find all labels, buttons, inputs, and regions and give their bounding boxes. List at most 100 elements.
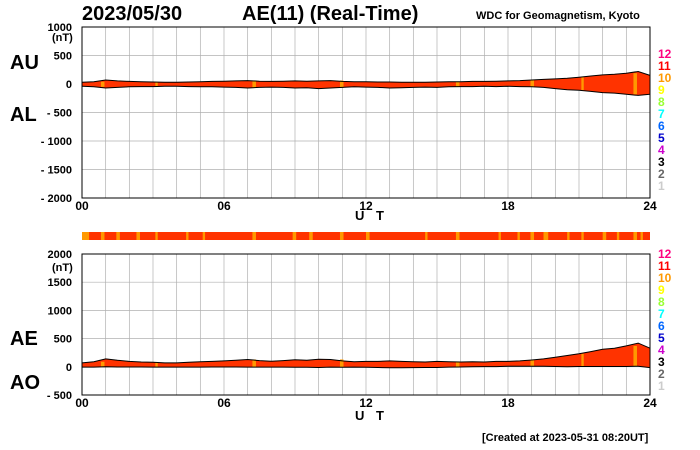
scale-key-level: 1 xyxy=(658,379,665,393)
scale-key-level: 3 xyxy=(658,355,665,369)
ao-label: AO xyxy=(10,372,40,394)
coverage-marker xyxy=(252,232,256,240)
series-highlight-stripe xyxy=(155,82,158,87)
series-line-au xyxy=(81,70,651,83)
scale-key-level: 2 xyxy=(658,367,665,381)
scale-key-level: 10 xyxy=(658,271,672,285)
scale-key-level: 10 xyxy=(658,71,672,85)
scale-key-level: 9 xyxy=(658,83,665,97)
coverage-marker xyxy=(498,232,501,240)
series-highlight-stripe xyxy=(155,362,158,368)
coverage-marker xyxy=(155,232,158,240)
y-tick-label: 2000 xyxy=(48,249,72,261)
coverage-marker xyxy=(602,232,607,240)
scale-key-level: 6 xyxy=(658,119,665,133)
series-highlight-stripe xyxy=(633,73,637,95)
y-tick-label: 500 xyxy=(54,334,72,346)
series-highlight-stripe xyxy=(455,81,460,87)
coverage-marker xyxy=(581,232,584,240)
series-highlight-stripe xyxy=(339,359,344,368)
coverage-marker xyxy=(640,232,643,240)
x-tick-label: 12 xyxy=(359,199,373,213)
coverage-marker xyxy=(116,232,120,240)
scale-key-level: 4 xyxy=(658,343,665,357)
y-tick-label: - 2000 xyxy=(41,193,72,205)
scale-key-level: 6 xyxy=(658,319,665,333)
series-highlight-stripe xyxy=(530,360,535,367)
series-line-al xyxy=(81,85,651,96)
coverage-marker xyxy=(567,232,570,240)
scale-key-level: 12 xyxy=(658,47,672,61)
coverage-marker xyxy=(100,232,105,240)
coverage-marker xyxy=(202,232,206,240)
x-tick-label: 06 xyxy=(217,396,231,410)
coverage-marker xyxy=(82,232,90,240)
x-tick-label: 24 xyxy=(643,396,657,410)
scale-key-level: 7 xyxy=(658,107,665,121)
scale-key-level: 7 xyxy=(658,307,665,321)
series-highlight-stripe xyxy=(100,361,105,368)
created-timestamp: [Created at 2023-05-31 08:20UT] xyxy=(482,432,649,444)
scale-key-level: 8 xyxy=(658,295,665,309)
series-highlight-stripe xyxy=(100,81,105,87)
au-label: AU xyxy=(10,52,39,74)
coverage-marker xyxy=(292,232,297,240)
scale-key-level: 9 xyxy=(658,283,665,297)
date-title: 2023/05/30 xyxy=(82,3,183,25)
coverage-marker xyxy=(309,232,313,240)
scale-key-level: 5 xyxy=(658,131,665,145)
scale-key-level: 11 xyxy=(658,59,671,73)
series-highlight-stripe xyxy=(339,80,344,88)
x-axis-label-top: U T xyxy=(355,208,388,223)
x-tick-label: 00 xyxy=(75,396,89,410)
series-highlight-stripe xyxy=(581,353,584,367)
scale-key-level: 4 xyxy=(658,143,665,157)
series-highlight-stripe xyxy=(633,345,637,367)
series-highlight-stripe xyxy=(455,361,460,368)
y-tick-label: - 500 xyxy=(47,108,72,120)
plot-frame xyxy=(81,253,651,396)
x-tick-label: 12 xyxy=(359,396,373,410)
coverage-marker xyxy=(339,232,344,240)
coverage-marker xyxy=(530,232,535,240)
coverage-marker xyxy=(186,232,189,240)
coverage-marker xyxy=(616,232,620,240)
scale-key-level: 5 xyxy=(658,331,665,345)
scale-key-level: 3 xyxy=(658,155,665,169)
x-tick-label: 00 xyxy=(75,199,89,213)
series-highlight-stripe xyxy=(252,80,256,88)
y-tick-label: - 500 xyxy=(47,390,72,402)
y-tick-label: 1500 xyxy=(48,277,72,289)
coverage-marker xyxy=(633,232,637,240)
y-tick-label: 500 xyxy=(54,51,72,63)
ae-label: AE xyxy=(10,328,38,350)
al-label: AL xyxy=(10,104,37,126)
series-area-au-al xyxy=(82,71,650,96)
coverage-marker xyxy=(543,232,549,240)
coverage-marker xyxy=(425,232,428,240)
coverage-marker xyxy=(517,232,520,240)
scale-key-level: 11 xyxy=(658,259,671,273)
series-line-ao xyxy=(82,365,651,369)
series-highlight-stripe xyxy=(581,77,584,91)
x-tick-label: 24 xyxy=(643,199,657,213)
series-highlight-stripe xyxy=(530,80,535,87)
x-tick-label: 18 xyxy=(501,199,515,213)
y-tick-label: 0 xyxy=(66,362,72,374)
source-label: WDC for Geomagnetism, Kyoto xyxy=(476,10,640,22)
scale-key-level: 8 xyxy=(658,95,665,109)
coverage-marker xyxy=(455,232,460,240)
coverage-marker xyxy=(136,232,140,240)
y-tick-label: - 1500 xyxy=(41,165,72,177)
x-tick-label: 18 xyxy=(501,396,515,410)
series-highlight-stripe xyxy=(252,359,256,368)
scale-key-level: 2 xyxy=(658,167,665,181)
scale-key-level: 12 xyxy=(658,247,672,261)
unit-label-top: (nT) xyxy=(52,32,73,44)
coverage-marker xyxy=(366,232,370,240)
x-axis-label-bottom: U T xyxy=(355,408,388,423)
scale-key-level: 1 xyxy=(658,179,665,193)
plot-frame xyxy=(81,26,651,199)
